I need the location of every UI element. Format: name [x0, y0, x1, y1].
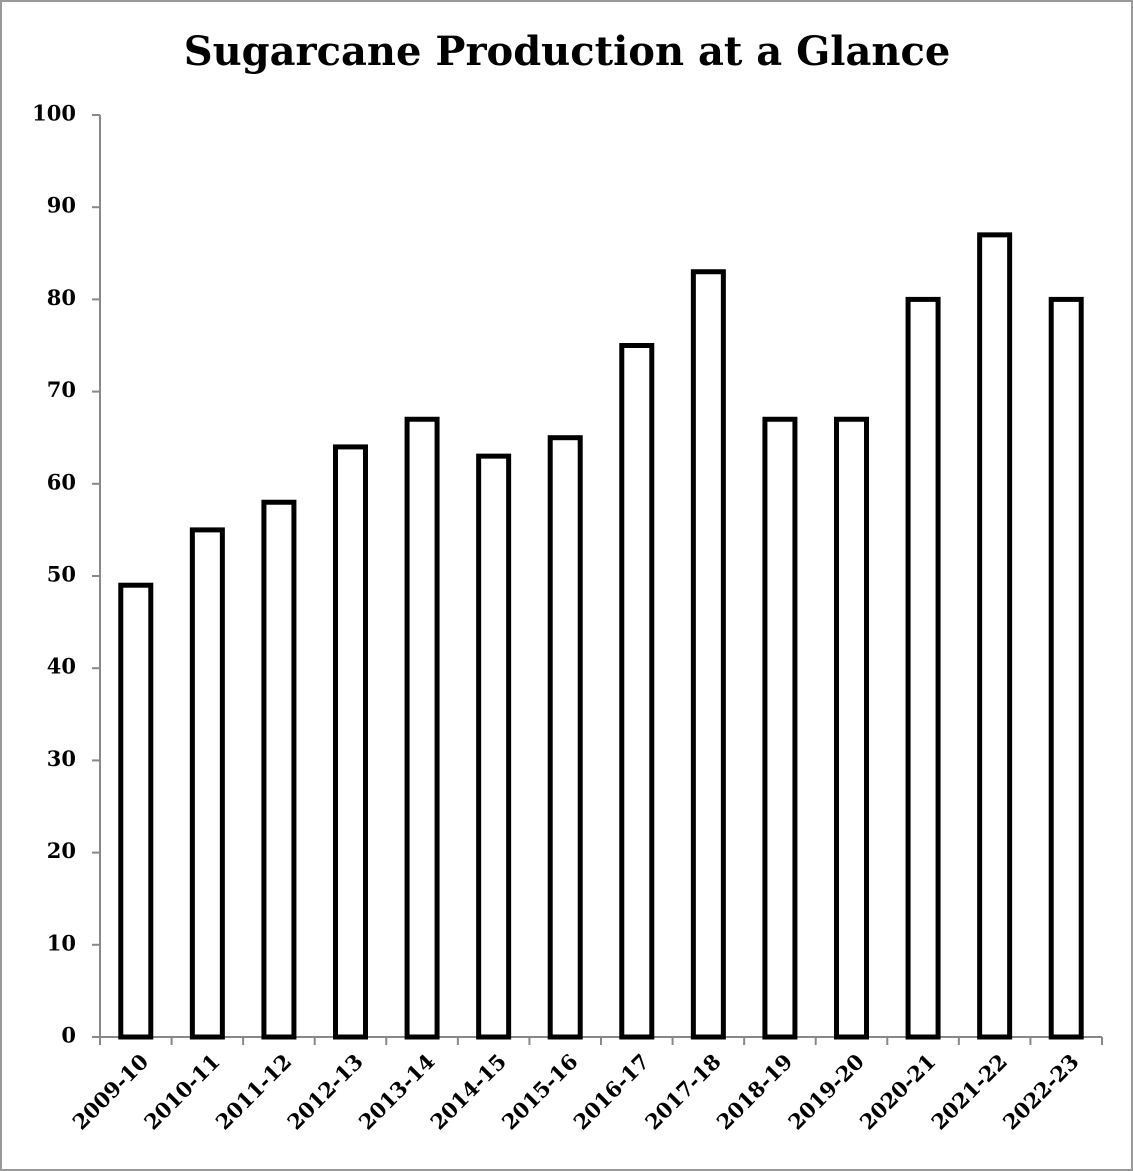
- bar: [834, 416, 869, 1040]
- bar: [619, 343, 655, 1040]
- y-tick-label: 30: [47, 746, 76, 771]
- bar: [261, 499, 297, 1040]
- bar: [118, 582, 154, 1040]
- y-tick-label: 50: [47, 562, 76, 587]
- y-tick-label: 100: [32, 101, 76, 126]
- y-tick-label: 90: [47, 193, 76, 218]
- bar: [905, 296, 941, 1040]
- bar: [189, 527, 225, 1040]
- bar: [977, 232, 1013, 1040]
- y-tick-label: 10: [47, 930, 76, 955]
- bar: [762, 416, 798, 1040]
- y-tick-label: 80: [47, 285, 76, 310]
- y-tick-label: 20: [47, 838, 76, 863]
- bar: [690, 269, 726, 1040]
- y-tick-label: 40: [47, 654, 76, 679]
- bar: [1048, 296, 1084, 1040]
- bar: [476, 453, 512, 1040]
- bar: [333, 444, 368, 1040]
- y-tick-label: 0: [61, 1023, 76, 1048]
- bar: [547, 435, 583, 1040]
- y-tick-label: 60: [47, 469, 76, 494]
- bar: [404, 416, 440, 1040]
- y-tick-label: 70: [47, 377, 76, 402]
- chart-title: Sugarcane Production at a Glance: [184, 28, 951, 75]
